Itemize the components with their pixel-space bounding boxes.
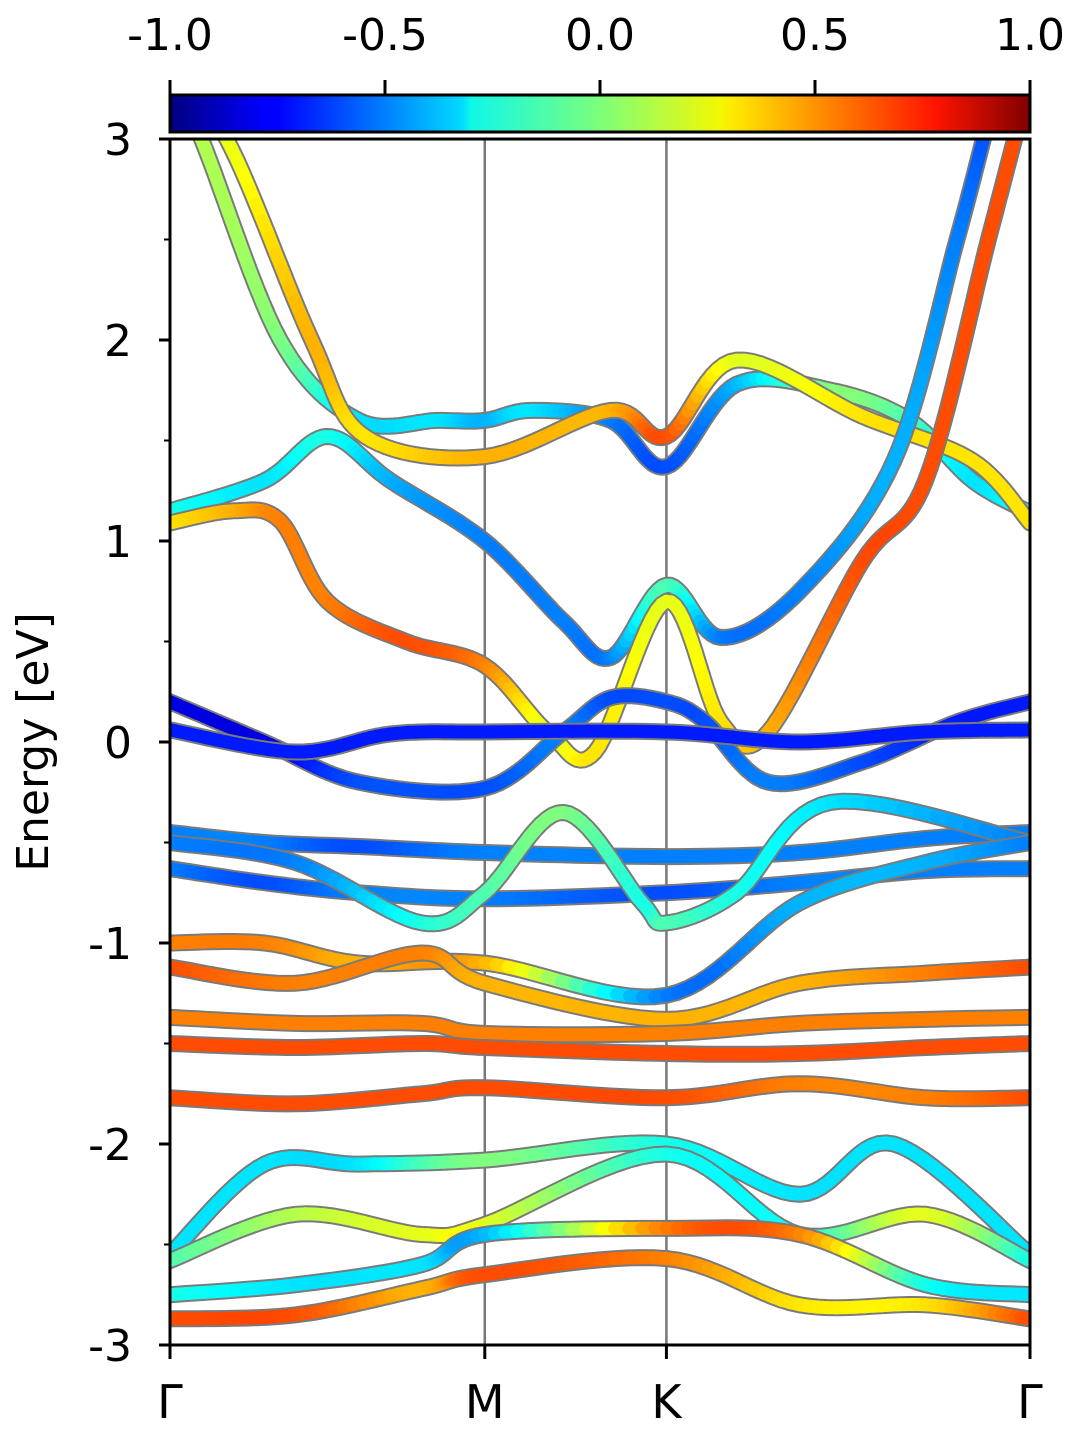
band-segment [172,83,173,85]
colorbar-gradient [170,95,1030,132]
band-b15 [170,1143,1030,1255]
band-segment [175,87,177,90]
band-segment [172,81,175,83]
band-segment [185,90,189,93]
y-tick-label: -1 [88,919,132,970]
y-tick-label: 0 [104,718,132,769]
y-tick-label: 3 [104,115,132,166]
band-segment [178,85,181,87]
x-tick-label-3: Γ [1017,1375,1043,1429]
y-tick-label: -2 [88,1120,132,1171]
band-b03 [170,119,988,659]
colorbar-ticks: -1.0 -0.5 0.0 0.5 1.0 [127,10,1065,95]
y-tick-label: 1 [104,517,132,568]
band-segment [174,85,176,87]
band-segment [177,90,179,93]
bands-layer [170,79,1030,1319]
x-tick-label-1: M [465,1375,505,1429]
band-segment [181,87,185,90]
band-outline [170,119,988,659]
band-b13 [170,1044,1030,1055]
colorbar-tick-label: 0.5 [780,10,850,61]
colorbar-tick-label: -1.0 [127,10,213,61]
colorbar-tick-label: 1.0 [995,10,1065,61]
y-tick-label: -3 [88,1321,132,1372]
x-tick-label-0: Γ [157,1375,183,1429]
band-b14 [170,1084,1030,1104]
band-b16 [170,1154,1030,1261]
colorbar-tick-label: -0.5 [342,10,428,61]
y-tick-label: 2 [104,316,132,367]
plot-area: -3 -2 -1 0 1 2 3 Γ M K Γ Energy [eV] [8,79,1043,1429]
colorbar: -1.0 -0.5 0.0 0.5 1.0 [127,10,1065,132]
y-axis-label: Energy [eV] [8,612,59,872]
x-tick-label-2: K [651,1375,683,1429]
band-segment [175,83,178,85]
y-axis-ticks: -3 -2 -1 0 1 2 3 [88,115,170,1372]
colorbar-tick-label: 0.0 [565,10,635,61]
